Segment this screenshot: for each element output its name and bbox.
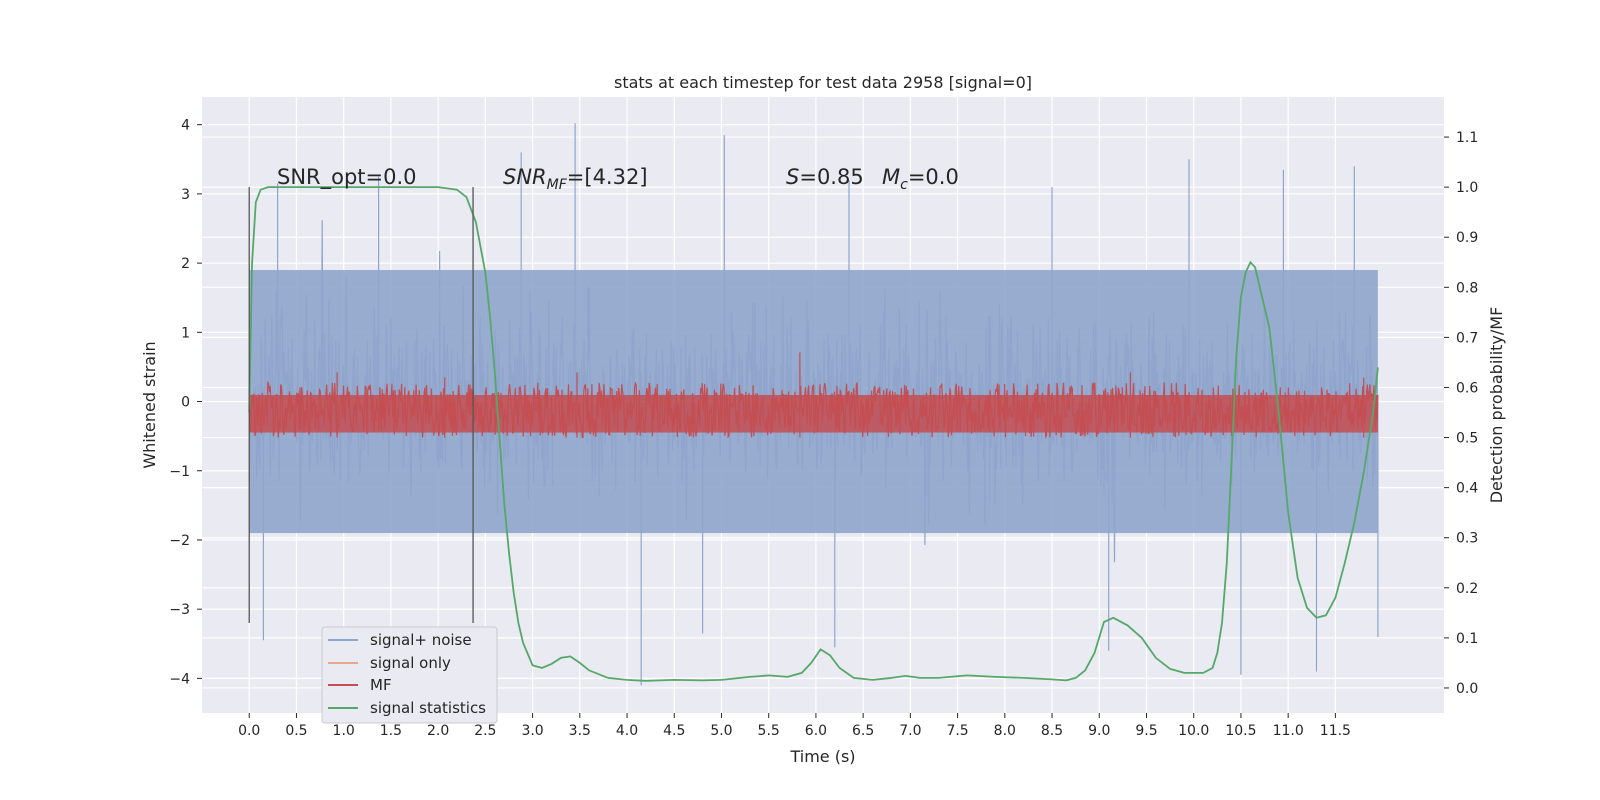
y-axis-right: 0.0 0.1 0.2 0.3 0.4 0.5 0.6 0.7 0.8 0.9 1.0 1.1 <box>1444 130 1478 697</box>
y2-tick-label: 0.3 <box>1456 531 1478 547</box>
x-tick-label: 2.0 <box>427 723 449 739</box>
series-layer <box>248 123 1379 686</box>
series-signal-noise <box>248 123 1379 686</box>
s-symbol: S <box>786 165 799 189</box>
x-tick-label: 8.0 <box>994 723 1016 739</box>
legend-box <box>321 626 498 724</box>
y-tick-label: 4 <box>181 118 190 134</box>
x-tick-label: 8.5 <box>1041 723 1063 739</box>
y2-axis-title: Detection probability/MF <box>1487 307 1506 504</box>
x-tick-label: 11.0 <box>1273 723 1304 739</box>
mc-sub: c <box>900 177 908 193</box>
y2-tick-label: 0.6 <box>1456 380 1478 396</box>
y-tick-label: −3 <box>169 602 190 618</box>
y2-tick-label: 0.5 <box>1456 431 1478 447</box>
annotation-snr-opt: SNR_opt=0.0 <box>277 165 417 190</box>
x-tick-label: 6.0 <box>805 723 827 739</box>
mc-value: =0.0 <box>908 165 959 189</box>
x-axis: 0.0 0.5 1.0 1.5 2.0 2.5 3.0 3.5 4.0 4.5 5.0 5.5 6.0 6… <box>238 713 1351 739</box>
y-tick-label: 1 <box>181 325 190 341</box>
snr-mf-main: SNR <box>503 165 547 189</box>
y2-tick-label: 0.1 <box>1456 631 1478 647</box>
y-tick-label: −4 <box>169 671 190 687</box>
s-value: =0.85 <box>799 165 863 189</box>
y-tick-label: 2 <box>181 256 190 272</box>
legend-label-signal-only: signal only <box>370 654 451 672</box>
x-tick-label: 2.5 <box>474 723 496 739</box>
mc-symbol: M <box>882 165 900 189</box>
snr-mf-sub: MF <box>547 177 568 193</box>
x-tick-label: 9.0 <box>1088 723 1110 739</box>
legend: signal+ noise signal only MF signal stat… <box>321 626 498 724</box>
vertical-markers <box>248 187 474 624</box>
x-tick-label: 0.5 <box>285 723 307 739</box>
y2-tick-label: 0.7 <box>1456 330 1478 346</box>
legend-label-signal-noise: signal+ noise <box>370 631 472 649</box>
annotation-s: S=0.85 <box>786 165 864 189</box>
chart-title: stats at each timestep for test data 295… <box>614 73 1032 92</box>
x-tick-label: 4.0 <box>616 723 638 739</box>
snr-mf-value: =[4.32] <box>567 165 648 189</box>
y-tick-label: −2 <box>169 533 190 549</box>
legend-label-mf: MF <box>370 676 392 694</box>
x-tick-label: 10.0 <box>1178 723 1209 739</box>
x-tick-label: 6.5 <box>852 723 874 739</box>
x-tick-label: 1.5 <box>380 723 402 739</box>
x-tick-label: 5.5 <box>758 723 780 739</box>
x-tick-label: 9.5 <box>1135 723 1157 739</box>
series-mf <box>248 352 1379 440</box>
y-axis-title: Whitened strain <box>140 341 159 468</box>
y2-tick-label: 0.0 <box>1456 681 1478 697</box>
y-tick-label: 3 <box>181 187 190 203</box>
y2-tick-label: 1.1 <box>1456 130 1478 146</box>
annotation-snr-mf: SNRMF=[4.32] <box>503 165 648 193</box>
y-tick-label: 0 <box>181 395 190 411</box>
y-axis-left: −4 −3 −2 −1 0 1 2 3 4 <box>169 118 202 687</box>
y2-tick-label: 0.8 <box>1456 280 1478 296</box>
annotation-mc: Mc=0.0 <box>882 165 959 193</box>
x-tick-label: 0.0 <box>238 723 260 739</box>
x-tick-label: 7.0 <box>899 723 921 739</box>
y-tick-label: −1 <box>169 464 190 480</box>
x-tick-label: 3.0 <box>521 723 543 739</box>
y2-tick-label: 0.9 <box>1456 230 1478 246</box>
x-tick-label: 10.5 <box>1225 723 1256 739</box>
series-signal-statistics <box>248 186 1379 682</box>
x-tick-label: 7.5 <box>946 723 968 739</box>
x-axis-title: Time (s) <box>789 747 855 766</box>
x-tick-label: 4.5 <box>663 723 685 739</box>
x-tick-label: 5.0 <box>710 723 732 739</box>
y2-tick-label: 0.2 <box>1456 581 1478 597</box>
x-tick-label: 1.0 <box>333 723 355 739</box>
y2-tick-label: 1.0 <box>1456 180 1478 196</box>
x-tick-label: 11.5 <box>1320 723 1351 739</box>
legend-label-signal-statistics: signal statistics <box>370 699 486 717</box>
x-tick-label: 3.5 <box>569 723 591 739</box>
y2-tick-label: 0.4 <box>1456 481 1478 497</box>
